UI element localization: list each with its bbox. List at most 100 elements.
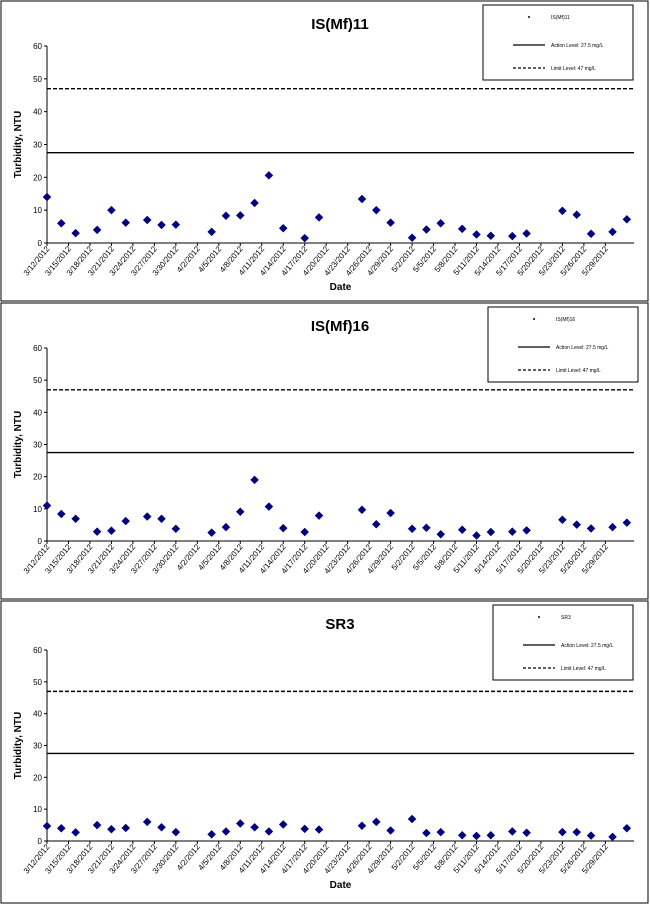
data-point [300, 233, 310, 243]
data-point [586, 229, 596, 239]
data-point [586, 524, 596, 533]
data-point [586, 831, 596, 840]
data-point [558, 206, 567, 216]
data-point [386, 826, 395, 835]
data-point [436, 218, 446, 228]
data-point [472, 230, 481, 239]
data-point [235, 507, 245, 517]
data-point [278, 820, 288, 829]
data-point [121, 218, 131, 227]
data-point [71, 828, 80, 837]
data-point [107, 824, 116, 834]
data-point [314, 825, 324, 834]
data-point [300, 527, 310, 537]
data-point [171, 827, 181, 837]
legend-label: Action Level: 27.5 mg/L [561, 643, 613, 649]
data-point [235, 819, 245, 828]
data-point [472, 531, 481, 540]
legend: SR3 Action Level: 27.5 mg/L Limit Level: 4… [492, 604, 634, 681]
legend-label: IS(Mf)11 [551, 15, 570, 21]
data-point [486, 231, 496, 241]
data-point [250, 822, 259, 832]
data-point [42, 821, 52, 831]
data-point [264, 502, 274, 511]
y-tick-label: 40 [33, 408, 42, 417]
chart-title: IS(Mf)11 [311, 16, 369, 33]
data-point [207, 528, 216, 537]
y-axis-label: Turbidity, NTU [13, 111, 24, 178]
data-point [522, 828, 531, 838]
data-point [558, 515, 567, 525]
data-point [278, 223, 288, 233]
data-point [314, 213, 324, 222]
y-tick-label: 50 [33, 678, 42, 687]
legend-box [482, 4, 634, 81]
data-point [42, 501, 52, 510]
data-point [92, 225, 102, 235]
data-point [572, 827, 582, 837]
data-point [357, 194, 367, 204]
data-point [457, 525, 467, 535]
data-point [572, 210, 582, 220]
legend: IS(Mf)16 Action Level: 27.5 mg/L Limit Lev… [487, 306, 639, 383]
data-point [250, 475, 259, 485]
y-tick-label: 30 [33, 441, 42, 450]
data-point [572, 520, 582, 529]
data-point [92, 820, 102, 830]
y-axis-label: Turbidity, NTU [13, 712, 24, 779]
data-point [142, 817, 152, 827]
data-point [457, 830, 467, 840]
data-point [207, 829, 216, 839]
y-tick-label: 60 [33, 646, 42, 655]
data-point [608, 832, 617, 842]
data-point [121, 516, 131, 526]
legend-label: IS(Mf)16 [556, 317, 575, 323]
data-point [157, 514, 166, 524]
data-point [407, 233, 417, 243]
legend-label: Action Level: 27.5 mg/L [551, 43, 603, 49]
data-point [171, 524, 181, 534]
data-point [522, 229, 531, 238]
data-point [56, 509, 66, 519]
data-point [235, 211, 245, 220]
y-tick-label: 30 [33, 141, 42, 150]
data-point [157, 822, 166, 832]
data-point [56, 823, 66, 833]
data-point [221, 827, 231, 836]
data-point [207, 227, 216, 237]
y-tick-label: 20 [33, 773, 42, 782]
legend-label: SR3 [561, 615, 571, 621]
y-tick-label: 0 [38, 837, 43, 846]
data-point [221, 211, 231, 221]
data-point [407, 524, 417, 534]
data-point [92, 527, 102, 537]
legend-label: Limit Level: 47 mg/L [551, 66, 596, 72]
data-point [622, 518, 632, 528]
legend: IS(Mf)11 Action Level: 27.5 mg/L Limit Lev… [482, 4, 634, 81]
y-tick-label: 10 [33, 805, 42, 814]
data-point [221, 522, 231, 532]
legend-box [492, 604, 634, 681]
data-point [71, 514, 80, 524]
data-point [42, 192, 52, 202]
data-point [71, 228, 80, 238]
data-point [107, 205, 116, 215]
data-point [558, 827, 567, 837]
data-point [157, 220, 166, 230]
y-tick-label: 40 [33, 710, 42, 719]
data-point [371, 205, 381, 215]
chart-title: IS(Mf)16 [311, 318, 369, 335]
data-point [507, 231, 517, 241]
data-point [314, 511, 324, 520]
legend-marker [538, 616, 540, 618]
data-point [422, 225, 431, 234]
data-point [407, 814, 417, 824]
data-point [142, 215, 152, 225]
y-tick-label: 20 [33, 173, 42, 182]
data-point [357, 821, 367, 831]
data-point [457, 224, 467, 234]
y-tick-label: 50 [33, 75, 42, 84]
legend-label: Limit Level: 47 mg/L [561, 666, 606, 672]
